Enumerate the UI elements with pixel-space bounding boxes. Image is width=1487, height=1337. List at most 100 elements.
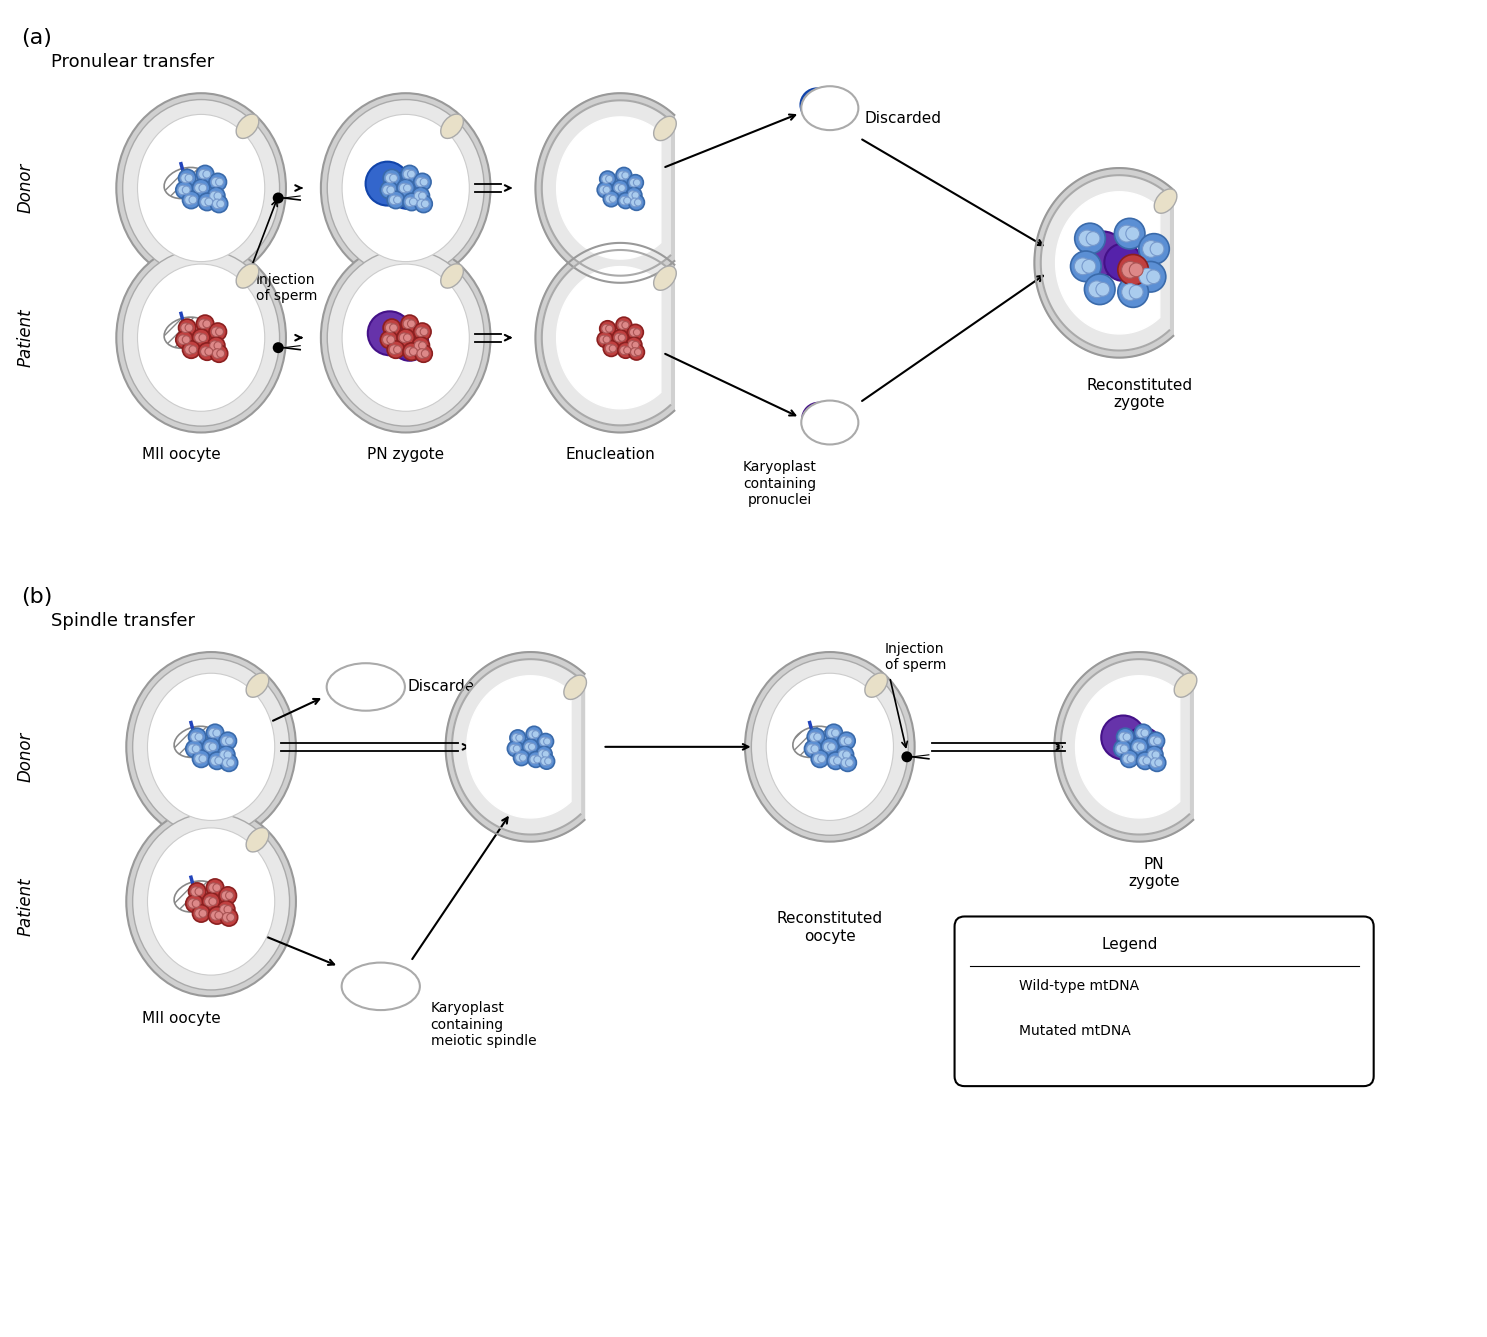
Circle shape	[199, 909, 207, 917]
Circle shape	[211, 178, 222, 187]
Circle shape	[1139, 234, 1169, 265]
Circle shape	[1115, 743, 1126, 754]
Circle shape	[1084, 274, 1115, 305]
Text: Injection
of sperm: Injection of sperm	[256, 273, 317, 303]
Circle shape	[421, 178, 428, 186]
Circle shape	[219, 886, 236, 904]
Text: Enucleation: Enucleation	[565, 448, 656, 463]
Circle shape	[412, 337, 430, 354]
Text: Mutated mtDNA: Mutated mtDNA	[1020, 1024, 1132, 1039]
Circle shape	[1126, 227, 1139, 241]
Circle shape	[195, 333, 204, 342]
Circle shape	[1152, 751, 1160, 758]
Text: Wild-type mtDNA: Wild-type mtDNA	[1020, 979, 1139, 993]
Circle shape	[220, 754, 238, 771]
Circle shape	[225, 905, 232, 913]
Circle shape	[390, 174, 397, 182]
Circle shape	[210, 324, 226, 341]
Circle shape	[192, 750, 210, 767]
Circle shape	[192, 329, 210, 346]
Circle shape	[1149, 737, 1158, 746]
Circle shape	[192, 745, 201, 753]
Circle shape	[1081, 231, 1126, 275]
Circle shape	[599, 336, 608, 344]
Circle shape	[421, 201, 430, 207]
Circle shape	[223, 913, 232, 923]
Circle shape	[630, 348, 639, 357]
Circle shape	[213, 729, 220, 737]
Ellipse shape	[766, 674, 894, 821]
Circle shape	[403, 334, 412, 342]
Circle shape	[387, 186, 394, 194]
Ellipse shape	[132, 658, 290, 836]
Circle shape	[210, 345, 228, 362]
Circle shape	[845, 737, 852, 745]
Circle shape	[629, 178, 638, 187]
Ellipse shape	[348, 674, 384, 699]
Circle shape	[388, 171, 425, 209]
Circle shape	[222, 890, 230, 900]
Ellipse shape	[137, 265, 265, 412]
Circle shape	[602, 325, 611, 333]
Circle shape	[839, 754, 857, 771]
Circle shape	[217, 201, 225, 207]
Circle shape	[809, 733, 819, 742]
Circle shape	[614, 183, 623, 193]
Circle shape	[226, 892, 233, 900]
Circle shape	[510, 730, 526, 746]
Circle shape	[198, 193, 216, 211]
Circle shape	[532, 730, 540, 738]
Circle shape	[1118, 254, 1148, 285]
Circle shape	[628, 325, 644, 340]
Circle shape	[628, 175, 644, 191]
Circle shape	[225, 751, 232, 758]
Circle shape	[824, 742, 833, 751]
Ellipse shape	[116, 243, 286, 432]
Circle shape	[207, 878, 225, 896]
Circle shape	[619, 321, 626, 329]
Circle shape	[629, 344, 644, 360]
Ellipse shape	[751, 658, 909, 836]
Circle shape	[821, 738, 839, 755]
Circle shape	[831, 729, 840, 737]
Polygon shape	[1035, 168, 1173, 357]
Circle shape	[195, 754, 204, 763]
Circle shape	[804, 741, 822, 758]
Circle shape	[522, 739, 538, 755]
Circle shape	[1130, 738, 1148, 755]
Circle shape	[538, 734, 553, 749]
Polygon shape	[535, 94, 674, 283]
Circle shape	[201, 197, 210, 207]
Text: Reconstituted
oocyte: Reconstituted oocyte	[776, 912, 883, 944]
Circle shape	[525, 742, 534, 751]
Circle shape	[598, 332, 613, 348]
Circle shape	[807, 729, 825, 746]
Circle shape	[1136, 729, 1146, 738]
Circle shape	[190, 886, 201, 896]
Circle shape	[412, 187, 430, 205]
Circle shape	[620, 197, 629, 205]
Circle shape	[1141, 729, 1149, 737]
Circle shape	[1118, 225, 1135, 242]
Circle shape	[178, 334, 187, 345]
Circle shape	[990, 1025, 1004, 1038]
Circle shape	[806, 743, 816, 754]
Circle shape	[538, 750, 547, 758]
Text: Pronulear transfer: Pronulear transfer	[52, 53, 214, 71]
Circle shape	[619, 185, 626, 191]
Circle shape	[192, 179, 210, 197]
Circle shape	[403, 193, 421, 211]
Circle shape	[183, 336, 190, 344]
Circle shape	[1133, 742, 1142, 751]
Text: Spindle transfer: Spindle transfer	[52, 612, 195, 630]
Circle shape	[214, 342, 222, 349]
Circle shape	[990, 980, 1004, 992]
Circle shape	[382, 186, 393, 195]
Circle shape	[211, 755, 220, 766]
Circle shape	[510, 745, 517, 753]
Circle shape	[1120, 745, 1129, 753]
Circle shape	[622, 321, 629, 329]
Text: Patient: Patient	[16, 309, 34, 366]
Circle shape	[202, 738, 220, 755]
Circle shape	[217, 349, 225, 357]
